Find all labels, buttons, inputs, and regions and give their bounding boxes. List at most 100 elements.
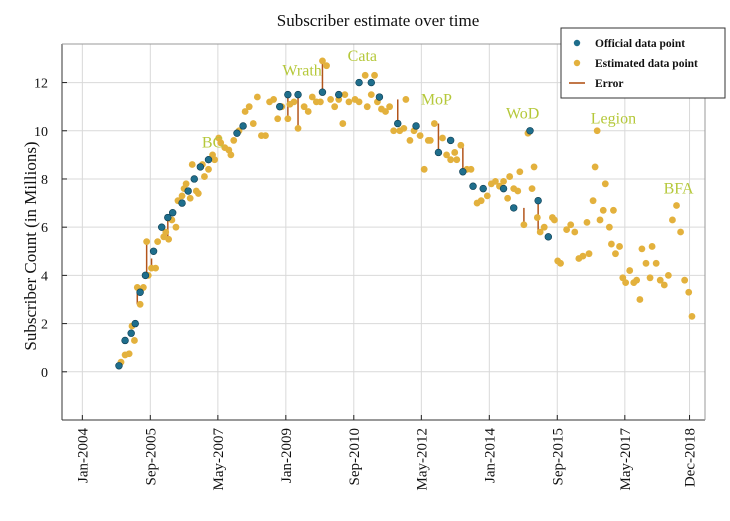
official-point — [184, 187, 192, 195]
estimated-point — [557, 259, 564, 267]
official-point — [131, 319, 139, 328]
estimated-point — [284, 115, 292, 123]
estimated-point — [290, 98, 298, 106]
estimated-point — [453, 156, 461, 164]
x-tick-label: Sep-2010 — [347, 428, 363, 486]
official-point — [375, 93, 384, 101]
estimated-point — [607, 240, 615, 248]
estimated-point — [616, 243, 623, 250]
estimated-point — [382, 108, 389, 115]
estimated-point — [172, 223, 180, 231]
expansion-label: MoP — [421, 91, 452, 108]
estimated-point — [178, 192, 186, 200]
estimated-point — [451, 149, 459, 156]
estimated-point — [664, 271, 672, 279]
estimated-point — [331, 103, 339, 111]
official-point — [499, 184, 508, 193]
estimated-point — [504, 194, 512, 202]
estimated-point — [596, 216, 604, 224]
estimated-point — [648, 243, 656, 250]
estimated-point — [636, 296, 644, 303]
estimated-point — [300, 103, 308, 111]
estimated-point — [262, 132, 269, 139]
estimated-point — [688, 312, 696, 320]
estimated-point — [520, 221, 528, 229]
legend-marker — [573, 59, 581, 67]
official-point — [233, 129, 241, 137]
estimated-point — [136, 300, 144, 308]
y-tick-label: 4 — [41, 269, 48, 284]
estimated-point — [685, 288, 693, 296]
official-point — [239, 122, 247, 130]
estimated-point — [591, 163, 599, 171]
estimated-point — [253, 93, 261, 101]
official-points — [115, 78, 553, 370]
estimated-point — [245, 103, 253, 111]
estimated-point — [677, 228, 684, 236]
expansion-label: WoD — [506, 106, 539, 123]
estimated-point — [400, 124, 408, 132]
estimated-point — [492, 177, 499, 185]
official-point — [394, 119, 402, 128]
official-point — [526, 127, 534, 135]
estimated-point — [622, 279, 630, 287]
estimated-point — [669, 216, 676, 224]
legend-box — [560, 27, 726, 99]
official-point — [469, 182, 477, 190]
estimated-point — [308, 93, 316, 101]
estimated-point — [341, 91, 349, 99]
official-point — [158, 223, 166, 231]
estimated-point — [162, 228, 170, 236]
estimated-point — [323, 62, 330, 70]
official-point — [168, 209, 177, 217]
estimated-point — [131, 337, 138, 344]
estimated-point — [294, 124, 302, 132]
expansion-label: Cata — [348, 48, 377, 65]
estimated-point — [143, 238, 151, 246]
estimated-point — [599, 206, 607, 214]
estimated-point — [211, 156, 219, 164]
y-tick-label: 12 — [34, 77, 48, 92]
x-tick-label: Dec-2018 — [683, 428, 699, 487]
estimated-point — [154, 238, 162, 246]
estimated-point — [601, 180, 609, 188]
estimated-point — [579, 252, 587, 260]
estimated-point — [605, 223, 613, 231]
estimated-point — [205, 165, 212, 173]
y-axis-label: Subscriber Count (in Millions) — [21, 141, 40, 350]
estimated-point — [317, 98, 324, 106]
official-point — [294, 90, 302, 99]
estimated-point — [443, 151, 450, 159]
official-point — [164, 213, 172, 222]
estimated-point — [217, 139, 225, 147]
estimated-point — [506, 173, 514, 180]
official-point — [121, 336, 129, 345]
estimated-point — [673, 202, 680, 209]
estimated-point — [646, 274, 654, 282]
estimated-point — [345, 98, 353, 106]
x-tick-label: May-2017 — [618, 428, 634, 491]
expansion-label: Legion — [591, 111, 636, 128]
estimated-point — [467, 165, 475, 173]
x-tick-label: Sep-2015 — [550, 428, 566, 486]
estimated-point — [514, 187, 522, 195]
estimated-point — [536, 228, 544, 236]
estimated-point — [477, 197, 485, 205]
estimated-point — [406, 137, 414, 144]
axes: 0 2 4 6 8 10 12 Jan-2004 Sep-2005 May-2007 Jan-200… — [34, 43, 706, 491]
estimated-point — [186, 194, 194, 202]
y-tick-label: 10 — [34, 125, 48, 140]
official-point — [459, 168, 467, 176]
official-point — [534, 196, 542, 205]
estimated-point — [339, 120, 347, 127]
estimated-point — [447, 156, 455, 164]
estimated-point — [660, 281, 668, 289]
official-point — [355, 78, 363, 87]
official-point — [190, 175, 198, 183]
estimated-point — [426, 137, 434, 144]
x-tick-label: May-2007 — [211, 428, 227, 491]
estimated-point — [371, 71, 378, 79]
y-tick-label: 6 — [41, 221, 48, 236]
estimated-point — [626, 267, 634, 274]
official-point — [149, 247, 158, 255]
